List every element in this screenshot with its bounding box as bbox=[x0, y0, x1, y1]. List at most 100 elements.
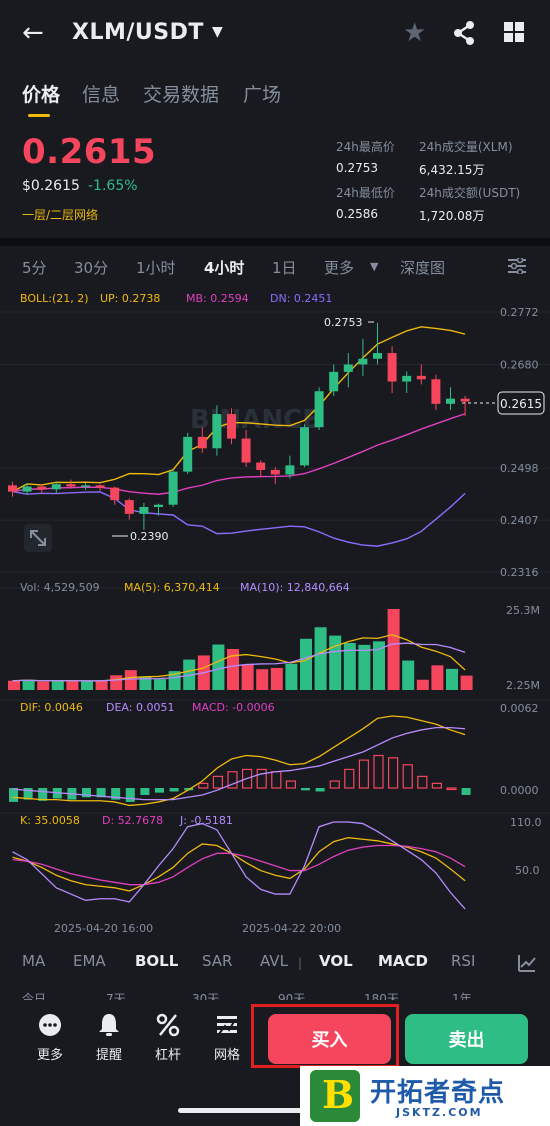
site-watermark: B 开拓者奇点 JSKTZ.COM bbox=[300, 1066, 550, 1126]
candle-body bbox=[343, 364, 353, 372]
stat-amount-label: 24h成交额(USDT) bbox=[419, 186, 521, 200]
volume-bar bbox=[460, 675, 473, 690]
macd-bar bbox=[96, 788, 106, 798]
volume-bar bbox=[8, 680, 20, 690]
kline-chart[interactable]: BOLL:(21, 2) UP: 0.2738 MB: 0.2594 DN: 0… bbox=[0, 288, 550, 948]
interval-5m[interactable]: 5分 bbox=[22, 259, 47, 277]
macd-axis-zero: 0.0000 bbox=[500, 784, 539, 797]
stat-low-label: 24h最低价 bbox=[336, 186, 395, 200]
ind-ma[interactable]: MA bbox=[22, 952, 46, 970]
alert-button[interactable]: 提醒 bbox=[87, 1012, 131, 1063]
macd-dif: DIF: 0.0046 bbox=[20, 701, 83, 714]
period-90d[interactable]: 90天 bbox=[278, 992, 306, 1000]
candle-body bbox=[460, 398, 470, 402]
volume-bar bbox=[431, 665, 444, 690]
interval-1d[interactable]: 1日 bbox=[272, 259, 297, 277]
grid-trading-button[interactable]: 网格 bbox=[205, 1012, 249, 1063]
chevron-down-icon[interactable]: ▼ bbox=[370, 260, 379, 273]
vol-ma5: MA(5): 6,370,414 bbox=[124, 581, 220, 594]
back-arrow-icon[interactable]: ← bbox=[22, 18, 44, 48]
interval-1h[interactable]: 1小时 bbox=[136, 259, 176, 277]
ind-boll[interactable]: BOLL bbox=[135, 952, 179, 970]
interval-bar: 5分 30分 1小时 4小时 1日 更多 ▼ 深度图 bbox=[0, 246, 550, 288]
macd-bar bbox=[461, 788, 471, 795]
boll-lines bbox=[12, 326, 466, 547]
tab-trading-data[interactable]: 交易数据 bbox=[143, 84, 220, 106]
time-label-1: 2025-04-20 16:00 bbox=[54, 922, 153, 935]
chart-edit-icon[interactable] bbox=[518, 954, 536, 976]
price-axis-label: 0.2680 bbox=[500, 358, 539, 371]
grid-icon[interactable] bbox=[504, 22, 524, 46]
volume-bar bbox=[373, 641, 385, 690]
candle-body bbox=[197, 436, 207, 449]
interval-more[interactable]: 更多 bbox=[324, 259, 355, 277]
volume-bar bbox=[343, 642, 356, 690]
ind-rsi[interactable]: RSI bbox=[451, 952, 476, 970]
period-180d[interactable]: 180天 bbox=[364, 992, 399, 1000]
vol-ma10-line bbox=[12, 642, 466, 682]
buy-button[interactable]: 买入 bbox=[268, 1014, 391, 1064]
price-axis: 0.2772 0.2680 0.2498 0.2407 0.2316 bbox=[500, 306, 539, 579]
volume-bar bbox=[402, 660, 415, 690]
macd-bar bbox=[315, 788, 325, 792]
candle-body bbox=[183, 436, 193, 472]
macd-bar bbox=[23, 788, 33, 800]
macd-bar bbox=[446, 787, 457, 791]
chevron-down-icon[interactable]: ▼ bbox=[212, 24, 223, 40]
ind-sar[interactable]: SAR bbox=[202, 952, 233, 970]
tab-price[interactable]: 价格 bbox=[22, 84, 61, 106]
ind-macd[interactable]: MACD bbox=[378, 952, 428, 970]
chart-watermark: BINANCE bbox=[190, 405, 320, 435]
macd-bar bbox=[169, 788, 179, 792]
stat-volume: 24h成交量(XLM) 6,432.15万 bbox=[419, 138, 513, 178]
price-axis-label: 0.2407 bbox=[500, 514, 539, 527]
kdj-k: K: 35.0058 bbox=[20, 814, 80, 827]
expand-icon[interactable] bbox=[24, 524, 52, 552]
macd-bar bbox=[388, 757, 399, 789]
volume-bar bbox=[314, 627, 327, 690]
stat-high-value: 0.2753 bbox=[336, 161, 378, 175]
pair-title[interactable]: XLM/USDT bbox=[72, 20, 204, 45]
period-30d[interactable]: 30天 bbox=[192, 992, 220, 1000]
more-button[interactable]: 更多 bbox=[28, 1012, 72, 1063]
period-1y[interactable]: 1年 bbox=[452, 992, 472, 1000]
network-tag[interactable]: 一层/二层网络 bbox=[22, 208, 99, 222]
period-today[interactable]: 今日 bbox=[22, 992, 47, 1000]
candle-body bbox=[110, 487, 120, 501]
tab-square[interactable]: 广场 bbox=[243, 84, 282, 106]
price-change: -1.65% bbox=[88, 178, 138, 194]
star-icon[interactable]: ★ bbox=[403, 18, 427, 48]
ind-avl[interactable]: AVL bbox=[260, 952, 288, 970]
home-indicator bbox=[178, 1108, 316, 1113]
volume-bar bbox=[387, 609, 400, 690]
macd-bar bbox=[155, 788, 164, 793]
candle-body bbox=[8, 485, 17, 492]
interval-30m[interactable]: 30分 bbox=[74, 259, 109, 277]
macd-bar bbox=[242, 768, 253, 789]
leverage-label: 杠杆 bbox=[154, 1048, 181, 1063]
interval-depth[interactable]: 深度图 bbox=[400, 259, 446, 277]
candle-body bbox=[373, 353, 382, 359]
macd-bar bbox=[431, 782, 442, 789]
ind-vol[interactable]: VOL bbox=[319, 952, 353, 970]
sell-button[interactable]: 卖出 bbox=[405, 1014, 528, 1064]
leverage-button[interactable]: 杠杆 bbox=[146, 1012, 190, 1063]
period-7d[interactable]: 7天 bbox=[106, 992, 126, 1000]
site-name: 开拓者奇点 bbox=[370, 1078, 506, 1108]
indicator-tabs: MA EMA BOLL SAR AVL | VOL MACD RSI bbox=[0, 946, 550, 980]
share-icon[interactable] bbox=[452, 20, 476, 50]
macd-bar bbox=[358, 759, 369, 789]
ind-ema[interactable]: EMA bbox=[73, 952, 106, 970]
candle-body bbox=[168, 471, 178, 505]
macd-bar bbox=[198, 782, 209, 789]
tab-separator: | bbox=[298, 956, 303, 970]
settings-icon[interactable] bbox=[508, 256, 526, 278]
stat-volume-value: 6,432.15万 bbox=[419, 163, 485, 177]
site-logo: B bbox=[310, 1070, 360, 1122]
interval-4h[interactable]: 4小时 bbox=[204, 259, 245, 277]
more-label: 更多 bbox=[36, 1048, 63, 1063]
period-row: 今日 7天 30天 90天 180天 1年 bbox=[0, 986, 550, 1000]
section-divider bbox=[0, 238, 550, 246]
tab-info[interactable]: 信息 bbox=[82, 84, 121, 106]
macd-bar bbox=[344, 768, 355, 789]
